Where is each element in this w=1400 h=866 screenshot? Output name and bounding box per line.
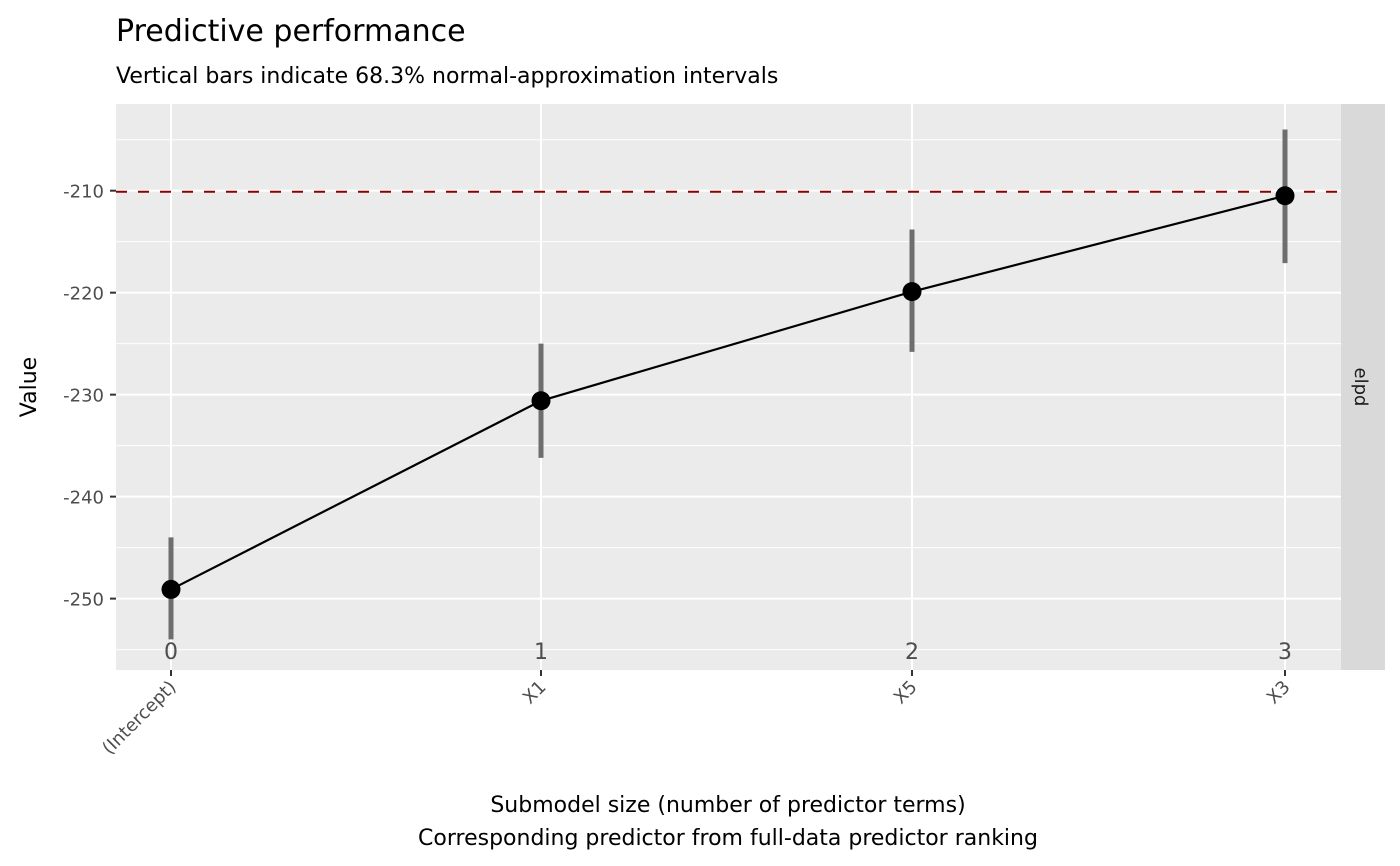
facet-strip (1341, 104, 1385, 670)
data-point (902, 282, 922, 302)
x-size-label: 1 (534, 640, 548, 665)
y-axis-label: Value (17, 357, 42, 417)
chart-title: Predictive performance (116, 14, 466, 49)
x-size-label: 0 (164, 640, 178, 665)
x-tick-label: X1 (519, 677, 551, 709)
plot-panel (116, 104, 1341, 670)
y-tick-label: -250 (63, 590, 104, 611)
chart-subtitle: Vertical bars indicate 68.3% normal-appr… (116, 64, 778, 89)
data-point (531, 391, 551, 411)
y-tick-label: -240 (63, 488, 104, 509)
x-tick-label: (Intercept) (98, 677, 180, 759)
marks: 0 1 2 3 (116, 129, 1341, 665)
facet-label: elpd (1350, 368, 1371, 407)
x-size-label: 2 (905, 640, 919, 665)
data-point (161, 579, 181, 599)
gridlines (116, 104, 1341, 670)
x-tick-label: X5 (890, 677, 922, 709)
x-size-label: 3 (1278, 640, 1292, 665)
y-tick-label: -210 (63, 182, 104, 203)
x-axis-label-secondary: Corresponding predictor from full-data p… (418, 826, 1038, 851)
series-line (170, 194, 1286, 591)
y-tick-label: -220 (63, 284, 104, 305)
x-axis-label: Submodel size (number of predictor terms… (490, 793, 965, 818)
x-tick-label: X3 (1263, 677, 1295, 709)
data-point (1275, 186, 1295, 206)
y-tick-label: -230 (63, 386, 104, 407)
